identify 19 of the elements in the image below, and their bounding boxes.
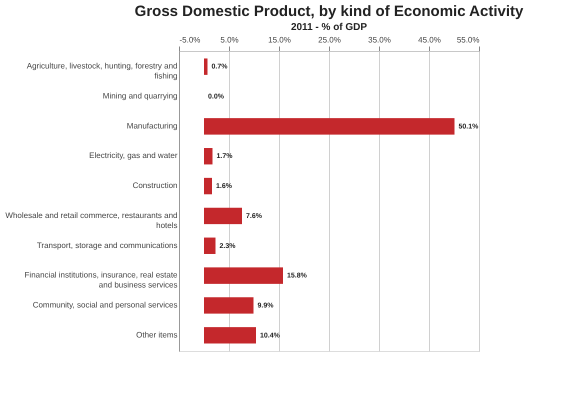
x-tick-label: 5.0% xyxy=(220,36,239,44)
y-tick-label: Agriculture, livestock, hunting, forestry and fishing xyxy=(26,62,178,81)
y-tick-label: Construction xyxy=(132,181,178,190)
y-tick-label: Mining and quarrying xyxy=(102,92,178,101)
y-tick-label: Wholesale and retail commerce, restaurants and hotels xyxy=(5,210,178,230)
y-tick-label: Community, social and personal services xyxy=(32,300,178,310)
x-tick-label: 55.0% xyxy=(456,36,480,44)
x-tick-label: 45.0% xyxy=(418,36,441,44)
x-tick-label: 35.0% xyxy=(368,36,391,44)
y-tick-label: Manufacturing xyxy=(126,121,178,130)
x-tick-label: 15.0% xyxy=(268,36,291,44)
chart-subtitle: 2011 - % of GDP xyxy=(290,22,368,33)
y-tick-label: Financial institutions, insurance, real estate and business services xyxy=(24,270,178,290)
x-tick-label: 25.0% xyxy=(318,36,341,44)
x-tick-label: -5.0% xyxy=(180,36,200,44)
chart-title: Gross Domestic Product, by kind of Economic Activity xyxy=(134,3,524,20)
y-tick-label: Other items xyxy=(136,330,178,340)
y-tick-label: Transport, storage and communications xyxy=(36,240,178,250)
y-tick-label: Electricity, gas and water xyxy=(89,151,178,160)
